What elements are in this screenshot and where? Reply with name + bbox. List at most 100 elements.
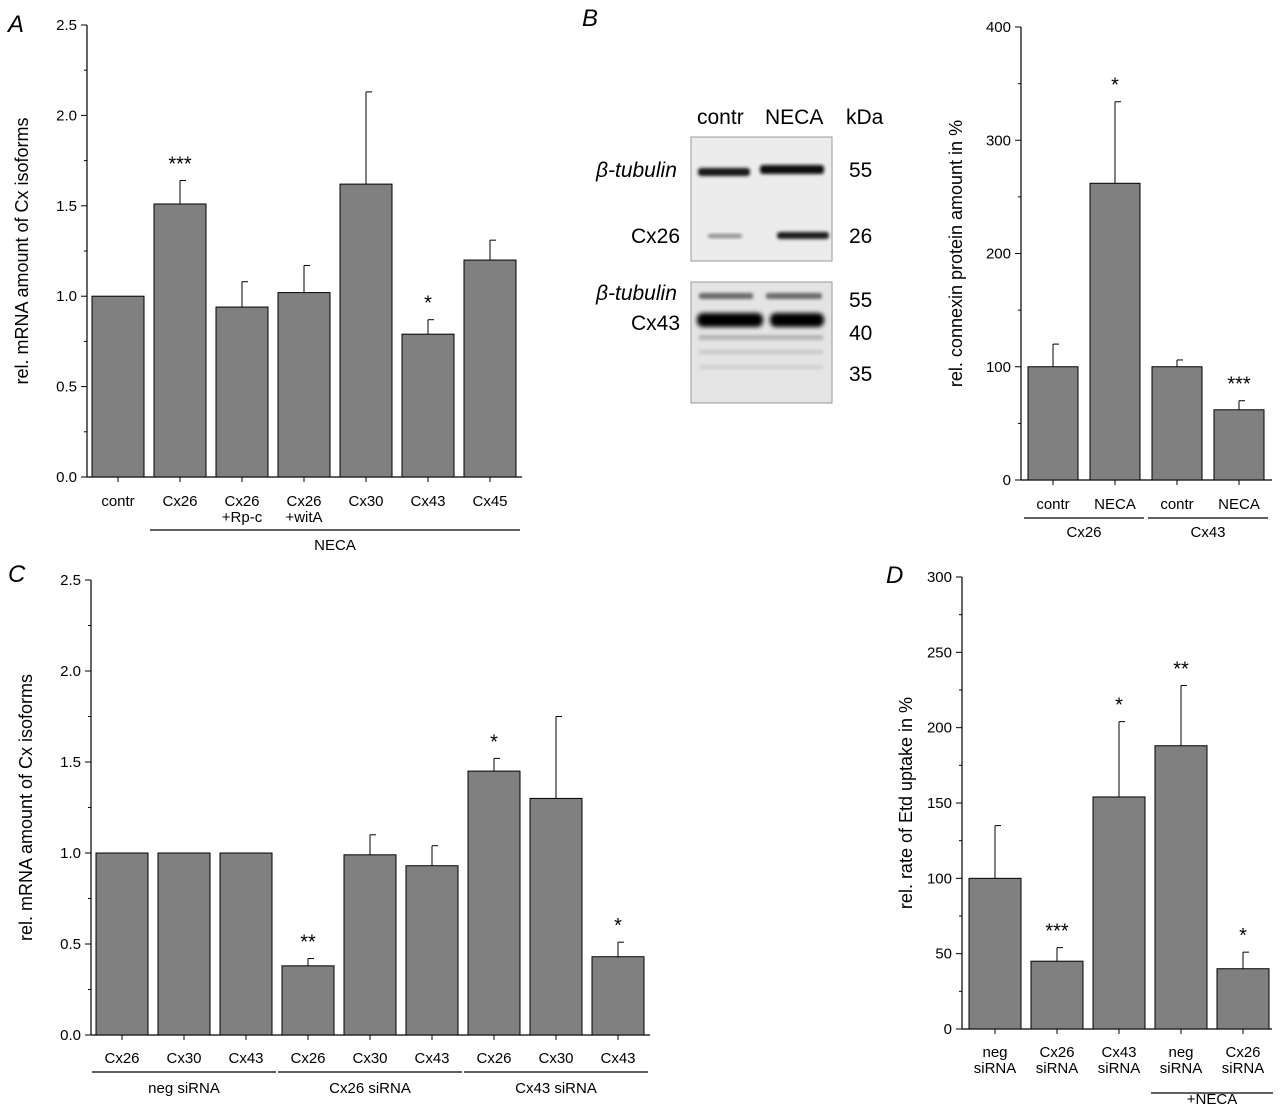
band-tubulin-neca-lower [766,293,822,299]
blot-row-label-cx26: Cx26 [631,225,680,248]
category-label-a-2: Cx26 [224,493,259,510]
y-axis-label-c: rel. mRNA amount of Cx isoforms [16,674,36,941]
y-tick-label-d: 250 [927,644,952,661]
bar-a-4 [339,183,393,478]
significance-d-3: ** [1173,658,1189,680]
lane-label-contr: contr [697,106,744,129]
y-tick-label-b: 0 [1003,472,1011,489]
bar-c-4 [343,854,397,1036]
group-label-c-1: Cx26 siRNA [329,1080,411,1097]
blot-membrane-upper [690,136,833,262]
y-tick-label-d: 50 [935,946,952,963]
bar-a-1 [153,203,207,478]
bar-d-1 [1030,960,1084,1030]
group-label-c-0: neg siRNA [148,1080,220,1097]
western-blot: contr NECA kDa β-tubulin 55 Cx26 26 β-tu… [595,106,884,404]
category-label-c-2: Cx43 [228,1050,263,1067]
y-tick-label-d: 0 [944,1021,952,1038]
y-tick-label-d: 150 [927,795,952,812]
bar-c-0 [95,852,149,1036]
y-axis-label-d: rel. rate of Etd uptake in % [896,697,916,909]
y-tick-label-c: 2.0 [60,663,81,680]
bar-b-1 [1089,182,1141,481]
bar-c-3 [281,965,335,1036]
category-label-c-5: Cx43 [414,1050,449,1067]
category-label-a-3: +witA [285,509,322,526]
y-tick-label-a: 2.0 [56,107,77,124]
bar-d-4 [1216,968,1270,1030]
bar-c-6 [467,770,521,1036]
blot-row-label-tubulin-upper: β-tubulin [595,159,677,182]
panel-label-c: C [8,561,26,588]
y-tick-label-c: 2.5 [60,572,81,589]
significance-a-1: *** [168,153,192,175]
significance-b-1: * [1111,75,1119,97]
blot-kda-26: 26 [849,225,872,248]
significance-c-8: * [614,915,622,937]
band-smear-1 [699,335,823,340]
bar-a-6 [463,259,517,478]
bar-a-2 [215,306,269,478]
band-tubulin-neca [760,165,824,174]
category-label-a-3: Cx26 [286,493,321,510]
category-label-c-7: Cx30 [538,1050,573,1067]
y-tick-label-b: 300 [986,132,1011,149]
bar-a-5 [401,333,455,478]
bar-b-3 [1213,409,1265,481]
category-label-a-6: Cx45 [472,493,507,510]
band-cx26-neca [777,232,829,239]
y-axis-label-a: rel. mRNA amount of Cx isoforms [12,117,32,384]
category-label-c-8: Cx43 [600,1050,635,1067]
bar-c-1 [157,852,211,1036]
category-label-d-3: siRNA [1160,1060,1203,1077]
bar-b-2 [1151,366,1203,481]
kda-label: kDa [846,106,884,129]
bar-c-7 [529,797,583,1036]
category-label-d-2: siRNA [1098,1060,1141,1077]
significance-d-1: *** [1045,921,1069,943]
band-tubulin-contr-lower [699,293,753,299]
bar-c-8 [591,956,645,1036]
bar-d-0 [968,877,1022,1030]
y-tick-label-a: 2.5 [56,17,77,34]
category-label-c-0: Cx26 [104,1050,139,1067]
bar-c-5 [405,865,459,1036]
chart-d-etd-uptake: 0 50 100 150 200 250 300 rel. rate of Etd uptak… [896,569,1273,1108]
category-label-c-6: Cx26 [476,1050,511,1067]
blot-row-label-cx43: Cx43 [631,312,680,335]
significance-b-3: *** [1227,374,1251,396]
bar-b-0 [1027,366,1079,481]
bar-a-3 [277,292,331,478]
band-smear-2 [699,350,823,354]
category-label-d-3: neg [1168,1044,1193,1061]
significance-c-3: ** [300,932,316,954]
y-tick-label-d: 300 [927,569,952,586]
significance-a-5: * [424,293,432,315]
panel-label-a: A [6,11,24,38]
band-cx26-contr [708,234,742,238]
bar-c-2 [219,852,273,1036]
category-label-b-2: contr [1160,496,1193,513]
category-label-b-1: NECA [1094,496,1136,513]
category-label-c-4: Cx30 [352,1050,387,1067]
category-label-d-4: siRNA [1222,1060,1265,1077]
y-tick-label-a: 1.5 [56,198,77,215]
y-tick-label-c: 0.0 [60,1027,81,1044]
bar-d-3 [1154,745,1208,1030]
y-tick-label-c: 1.5 [60,754,81,771]
y-tick-label-b: 400 [986,19,1011,36]
category-label-d-1: siRNA [1036,1060,1079,1077]
category-label-a-2: +Rp-c [222,509,263,526]
group-label-d-0: +NECA [1187,1091,1237,1108]
group-label-a-0: NECA [314,537,356,554]
blot-row-label-tubulin-lower: β-tubulin [595,282,677,305]
chart-a-mrna-neca: 0.0 0.5 1.0 1.5 2.0 2.5 rel. mRNA amount of Cx… [12,17,522,554]
panel-label-b: B [582,5,598,32]
band-cx43-contr [697,313,763,327]
blot-kda-55-upper: 55 [849,159,872,182]
significance-d-4: * [1239,925,1247,947]
category-label-d-1: Cx26 [1039,1044,1074,1061]
blot-kda-40: 40 [849,322,872,345]
group-label-c-2: Cx43 siRNA [515,1080,597,1097]
